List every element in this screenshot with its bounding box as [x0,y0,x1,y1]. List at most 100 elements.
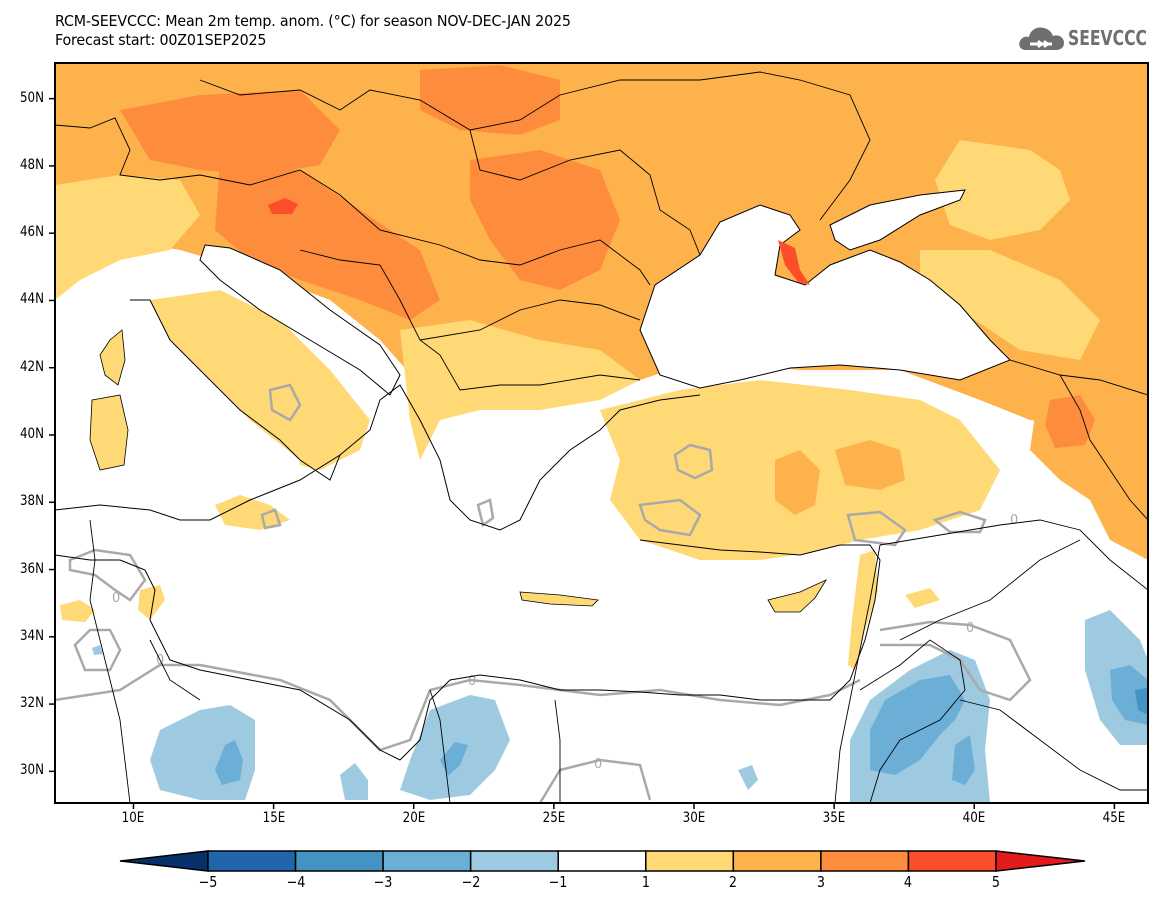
field-p1-syria [905,588,940,608]
field-n1-egypt [738,765,758,790]
map-fields: 0 0 0 0 0 0 [55,63,1148,803]
azov-sea [829,189,966,251]
cyprus [767,579,828,613]
zero-contours [55,383,1032,803]
field-n3-iraq [1135,688,1148,715]
field-n1-libya-small [340,763,368,800]
colorbar-bin [557,850,647,872]
contour-label: 0 [112,591,120,606]
field-p1-sicily [215,495,290,530]
border-line [419,299,641,341]
field-n1-tunisia [92,645,103,655]
border-line [899,539,1081,641]
sardinia [89,394,129,471]
border-line [1009,359,1148,396]
border-line [339,194,651,286]
y-tick-label: 36N [19,560,44,577]
coastline [130,299,341,481]
colorbar-extend-low [119,850,209,872]
field-n2-jordan-south [952,735,975,785]
zero-contour-italy [268,383,302,422]
y-tick-label: 44N [19,291,44,308]
y-tick-label: 32N [19,695,44,712]
x-tick-label: 15E [262,810,285,826]
colorbar-tick-label: −3 [373,873,393,891]
coastline [55,539,881,761]
border-line [199,71,871,221]
colorbar-tick-label: −2 [461,873,481,891]
border-line [959,699,1148,791]
x-tick-label: 35E [822,810,846,826]
coastlines [55,299,881,761]
zero-contour-turkey-w [673,443,714,480]
field-p2-anatolia-e [835,440,905,490]
border-line [879,519,1148,591]
y-tick-label: 30N [19,762,44,779]
colorbar-tick-label: −4 [286,873,305,891]
border-line [55,117,341,196]
axis-ticks [49,97,1116,809]
title-line-2: Forecast start: 00Z01SEP2025 [55,31,267,49]
y-tick-label: 48N [19,156,44,173]
field-p1-italy [150,290,370,470]
y-tick-label: 34N [19,627,44,644]
y-tick-label: 38N [19,493,44,510]
logo-text: SEEVCCC [1068,26,1147,50]
border-line [859,639,966,803]
colorbar-tick-label: 4 [904,873,913,891]
x-tick-label: 10E [122,810,145,826]
x-tick-label: 45E [1103,810,1126,826]
border-line [429,689,451,803]
zero-contour-libya [55,663,861,752]
mediterranean-sea [55,460,870,760]
corsica [99,329,126,386]
zero-contour-algeria [68,548,147,602]
field-p2-anatolia-w [775,450,820,515]
cloud-icon [1019,27,1064,50]
field-p3-poland [420,65,560,135]
colorbar-bin [907,850,997,872]
coastline [55,384,701,531]
colorbar-bin [469,850,559,872]
border-line [469,129,701,256]
colorbar-tick-label: 3 [816,873,825,891]
zero-contour-tunisia [73,628,122,672]
tyrrhenian-sea [130,300,300,500]
zero-contour-sicily [260,508,282,530]
colorbar-bin [207,850,297,872]
y-tick-label: 50N [19,89,44,106]
border-line [1059,374,1148,521]
field-n2-libya-east [440,742,468,776]
colorbar-tick-label: 2 [729,873,738,891]
zero-contour-egypt [538,758,652,803]
y-tick-label: 42N [19,358,44,375]
field-p3-central-europe [120,90,340,175]
field-n2-libya-west [215,740,243,785]
black-sea [639,204,1011,389]
colorbar-bin [645,850,735,872]
zero-contour-turkey-e [846,510,907,547]
zero-contour-turkey-s [638,498,702,537]
colorbar-tick-label: 1 [641,873,650,891]
crete [519,591,599,607]
field-p1-levant [848,550,878,670]
field-p1-russia-south [920,250,1100,360]
colorbar-tick-label: −5 [198,873,218,891]
colorbar-extend-high [995,850,1086,872]
colorbar-tick-label: −1 [548,873,568,891]
field-p3-east [1045,395,1095,448]
colorbar-bin [820,850,910,872]
field-p5-crimea [778,240,810,285]
x-tick-label: 30E [682,810,706,826]
field-p1-ukraine-east [935,140,1070,240]
contour-label: 0 [1010,513,1018,528]
plot-frame [54,62,1149,804]
adriatic-sea [199,244,401,396]
colorbar-bin [382,850,472,872]
border-line [554,699,561,803]
contour-label: 0 [594,757,602,772]
colorbar-bin [294,850,384,872]
zero-contour-iran [932,510,987,534]
border-line [149,639,201,701]
